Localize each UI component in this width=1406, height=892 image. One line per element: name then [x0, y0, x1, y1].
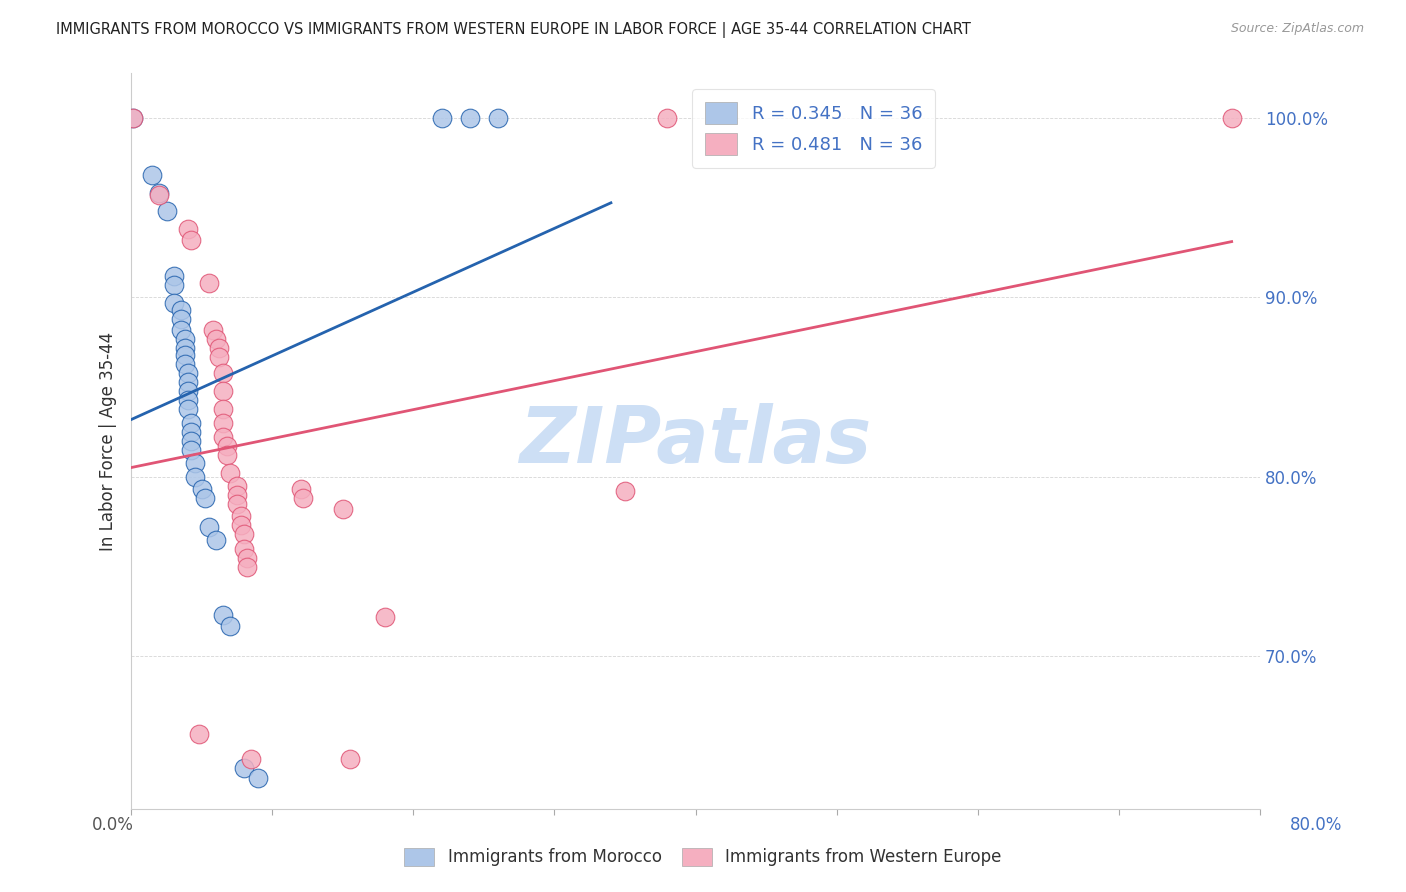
Legend: R = 0.345   N = 36, R = 0.481   N = 36: R = 0.345 N = 36, R = 0.481 N = 36 — [692, 89, 935, 168]
Point — [1220, 111, 1243, 125]
Point — [176, 222, 198, 236]
Point — [121, 111, 143, 125]
Point — [148, 188, 170, 202]
Point — [236, 550, 259, 565]
Point — [212, 384, 235, 398]
Point — [240, 752, 263, 766]
Point — [374, 610, 396, 624]
Point — [162, 295, 184, 310]
Point — [121, 111, 143, 125]
Point — [212, 401, 235, 416]
Point — [430, 111, 453, 125]
Point — [208, 341, 231, 355]
Point — [208, 350, 231, 364]
Point — [173, 332, 195, 346]
Point — [184, 470, 207, 484]
Point — [173, 341, 195, 355]
Point — [176, 375, 198, 389]
Point — [194, 491, 217, 506]
Point — [176, 366, 198, 380]
Point — [332, 502, 354, 516]
Point — [231, 518, 253, 533]
Point — [217, 439, 239, 453]
Point — [226, 497, 249, 511]
Text: 0.0%: 0.0% — [91, 816, 134, 834]
Legend: Immigrants from Morocco, Immigrants from Western Europe: Immigrants from Morocco, Immigrants from… — [396, 839, 1010, 875]
Point — [179, 442, 201, 457]
Text: 80.0%: 80.0% — [1291, 816, 1343, 834]
Point — [205, 332, 228, 346]
Point — [202, 323, 225, 337]
Point — [657, 111, 679, 125]
Point — [176, 392, 198, 407]
Point — [179, 425, 201, 439]
Point — [205, 533, 228, 547]
Point — [226, 479, 249, 493]
Point — [169, 323, 191, 337]
Point — [219, 467, 242, 481]
Point — [169, 302, 191, 317]
Point — [179, 416, 201, 430]
Point — [233, 541, 256, 556]
Point — [176, 401, 198, 416]
Point — [236, 559, 259, 574]
Point — [247, 772, 270, 786]
Point — [188, 726, 211, 740]
Point — [169, 312, 191, 326]
Point — [184, 456, 207, 470]
Point — [339, 752, 361, 766]
Point — [231, 509, 253, 524]
Point — [212, 608, 235, 623]
Point — [212, 430, 235, 444]
Point — [198, 276, 221, 290]
Point — [212, 366, 235, 380]
Point — [191, 483, 214, 497]
Text: Source: ZipAtlas.com: Source: ZipAtlas.com — [1230, 22, 1364, 36]
Point — [290, 483, 312, 497]
Point — [486, 111, 509, 125]
Point — [173, 357, 195, 371]
Text: IMMIGRANTS FROM MOROCCO VS IMMIGRANTS FROM WESTERN EUROPE IN LABOR FORCE | AGE 3: IMMIGRANTS FROM MOROCCO VS IMMIGRANTS FR… — [56, 22, 972, 38]
Point — [155, 204, 177, 219]
Point — [217, 448, 239, 462]
Point — [162, 277, 184, 292]
Point — [198, 520, 221, 534]
Point — [226, 488, 249, 502]
Point — [233, 761, 256, 775]
Y-axis label: In Labor Force | Age 35-44: In Labor Force | Age 35-44 — [100, 332, 117, 550]
Point — [162, 268, 184, 283]
Text: ZIPatlas: ZIPatlas — [519, 403, 872, 479]
Point — [219, 619, 242, 633]
Point — [292, 491, 315, 506]
Point — [212, 416, 235, 430]
Point — [233, 527, 256, 541]
Point — [458, 111, 481, 125]
Point — [179, 434, 201, 448]
Point — [179, 233, 201, 247]
Point — [148, 186, 170, 201]
Point — [141, 169, 163, 183]
Point — [614, 484, 637, 499]
Point — [176, 384, 198, 398]
Point — [173, 348, 195, 362]
